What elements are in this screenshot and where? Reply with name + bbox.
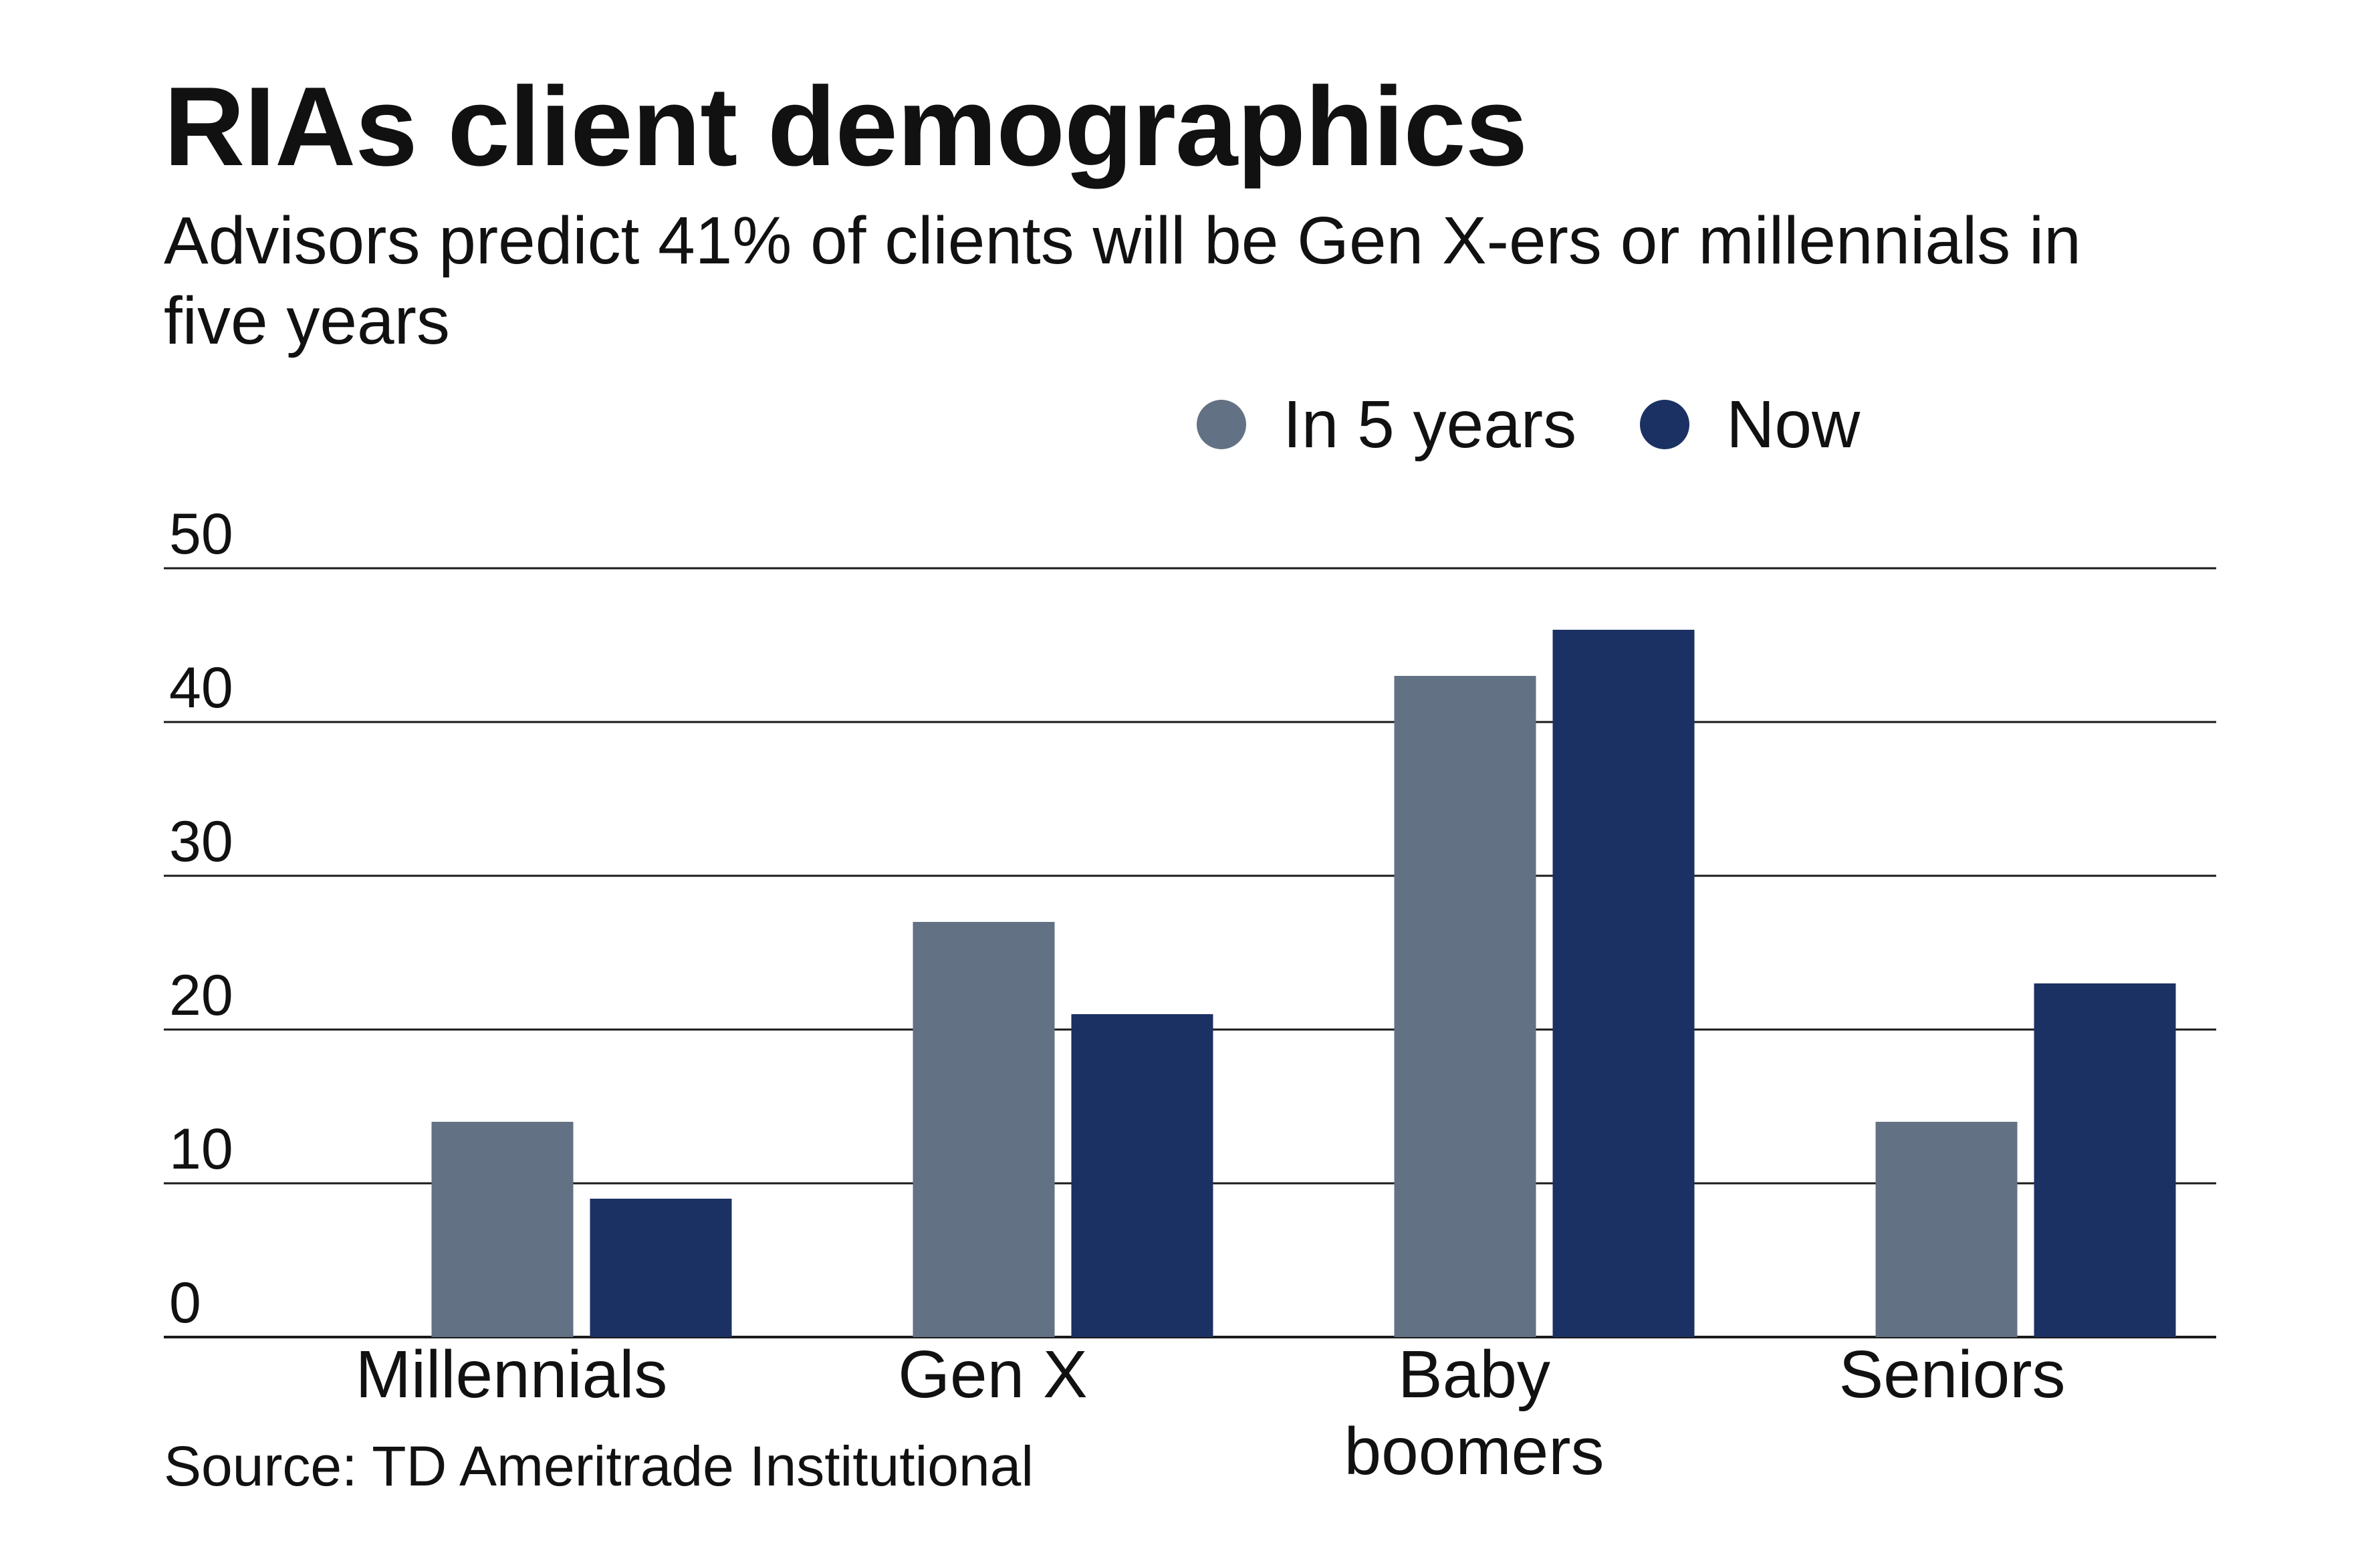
x-tick-label-gen-x: Gen X <box>898 1337 1088 1412</box>
bar-millennials-now <box>590 1199 732 1337</box>
legend-item-now: Now <box>1640 386 1860 463</box>
bar-baby-boomers-in-5-years <box>1394 676 1536 1337</box>
y-tick-label-30: 30 <box>169 810 233 874</box>
y-tick-label-0: 0 <box>169 1271 201 1335</box>
legend-label-in-5-years: In 5 years <box>1283 386 1577 462</box>
y-tick-label-50: 50 <box>169 502 233 566</box>
legend-swatch-now <box>1640 400 1690 449</box>
x-tick-label-baby-boomers-line-1: Baby <box>1398 1337 1550 1412</box>
bar-baby-boomers-now <box>1552 630 1695 1337</box>
bar-gen-x-in-5-years <box>913 922 1055 1337</box>
bar-millennials-in-5-years <box>431 1122 574 1337</box>
legend-item-in-5-years: In 5 years <box>1197 386 1576 463</box>
bar-seniors-in-5-years <box>1875 1122 2018 1337</box>
legend-label-now: Now <box>1726 386 1861 462</box>
source-note: Source: TD Ameritrade Institutional <box>164 1435 1034 1498</box>
chart-subtitle: Advisors predict 41% of clients will be … <box>164 203 2081 358</box>
x-tick-label-millennials: Millennials <box>356 1337 668 1412</box>
y-tick-label-10: 10 <box>169 1117 233 1181</box>
y-tick-label-20: 20 <box>169 963 233 1028</box>
x-tick-label-seniors: Seniors <box>1838 1337 2065 1412</box>
x-tick-label-baby-boomers-line-2: boomers <box>1344 1414 1604 1489</box>
chart-legend: In 5 years Now <box>1197 386 1860 463</box>
bar-gen-x-now <box>1071 1014 1213 1337</box>
bar-seniors-now <box>2034 983 2176 1337</box>
y-tick-label-40: 40 <box>169 656 233 720</box>
legend-swatch-in-5-years <box>1197 400 1246 449</box>
chart-title: RIAs client demographics <box>164 64 1528 189</box>
